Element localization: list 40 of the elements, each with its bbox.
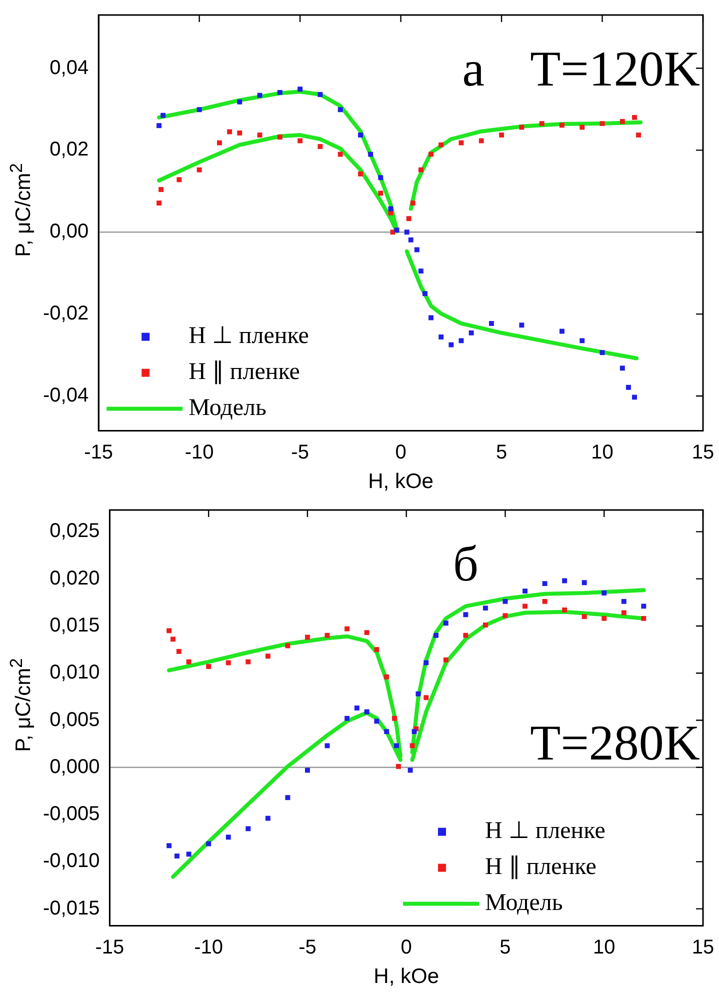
y-tick-label: -0,015 — [42, 897, 100, 920]
x-tick-label: -5 — [298, 936, 316, 958]
y-tick-label: 0,015 — [50, 614, 100, 636]
y-tick-label: 0,02 — [50, 138, 89, 161]
annotation: T=280K — [530, 714, 700, 770]
legend-label: Модель — [485, 890, 563, 916]
y-tick-label: 0,04 — [50, 56, 89, 79]
x-axis-title: H, kOe — [374, 965, 440, 988]
legend-label: Модель — [188, 395, 266, 422]
y-tick-label: 0,005 — [50, 708, 100, 731]
x-tick-label: 15 — [692, 936, 714, 958]
legend-label: H ⊥ пленке — [188, 323, 309, 350]
x-tick-label: -5 — [291, 441, 309, 464]
y-tick-label: 0,000 — [50, 756, 100, 778]
y-tick-label: -0,02 — [42, 302, 89, 325]
y-tick-label: 0,025 — [50, 520, 100, 542]
x-tick-label: -10 — [194, 936, 224, 958]
x-tick-label: -15 — [84, 441, 114, 464]
x-tick-label: 5 — [500, 936, 511, 958]
annotation: б — [452, 536, 478, 592]
legend-label: H ∥ пленке — [188, 359, 300, 386]
x-tick-label: 5 — [496, 441, 508, 464]
x-tick-label: 15 — [692, 441, 714, 464]
x-tick-label: 0 — [395, 441, 406, 464]
x-tick-label: -10 — [184, 441, 214, 464]
legend-label: H ∥ пленке — [485, 854, 596, 880]
y-tick-label: 0,010 — [50, 662, 100, 684]
y-tick-label: -0,04 — [42, 384, 89, 406]
x-tick-label: -15 — [95, 936, 124, 958]
x-tick-label: 0 — [400, 936, 412, 958]
annotation: а — [462, 40, 484, 97]
annotation: T=120K — [530, 40, 700, 97]
y-tick-label: 0,00 — [50, 220, 89, 243]
x-tick-label: 10 — [592, 936, 616, 958]
x-axis-title: H, kOe — [368, 470, 434, 494]
y-tick-label: -0,005 — [42, 803, 100, 826]
legend-label: H ⊥ пленке — [485, 818, 606, 844]
y-tick-label: 0,020 — [50, 567, 100, 590]
x-tick-label: 10 — [591, 441, 614, 464]
y-tick-label: -0,010 — [42, 850, 100, 872]
